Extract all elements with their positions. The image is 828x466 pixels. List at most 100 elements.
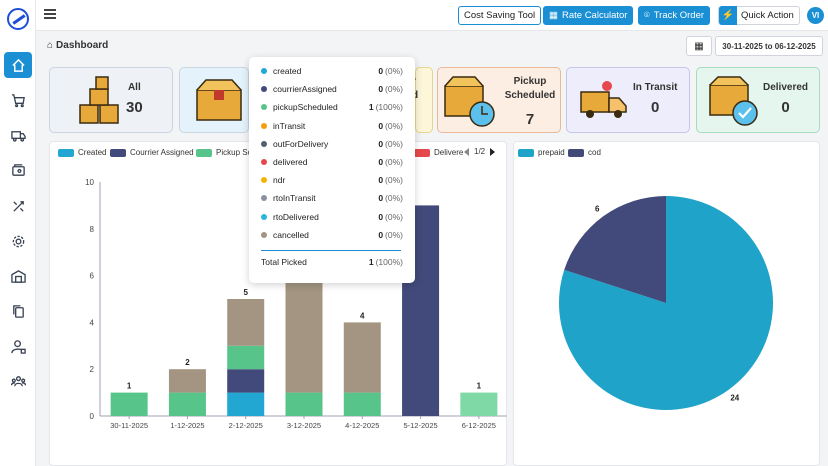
rate-calculator-button[interactable]: ▦ Rate Calculator bbox=[543, 6, 634, 25]
calendar-icon[interactable]: ▦ bbox=[686, 36, 712, 56]
tooltip-count: 0 bbox=[378, 138, 384, 149]
stat-card-pickup-scheduled[interactable]: Pickup Scheduled 7 bbox=[437, 67, 561, 133]
y-tick-label: 6 bbox=[90, 272, 95, 281]
tooltip-status: rtoInTransit bbox=[273, 193, 316, 204]
calculator-icon: ▦ bbox=[549, 10, 558, 21]
logo-icon[interactable] bbox=[7, 8, 29, 30]
tooltip-dot bbox=[261, 159, 267, 165]
bar-segment bbox=[285, 392, 323, 416]
menu-icon[interactable] bbox=[44, 9, 56, 19]
y-tick-label: 10 bbox=[85, 178, 94, 187]
card-value: 0 bbox=[651, 99, 660, 116]
nav-truck-icon[interactable] bbox=[4, 122, 32, 148]
bar-total-label: 4 bbox=[360, 311, 365, 320]
nav-cart-icon[interactable] bbox=[4, 87, 32, 113]
nav-copy-icon[interactable] bbox=[4, 298, 32, 324]
legend-item-courrier-assigned[interactable]: Courrier Assigned bbox=[110, 148, 194, 157]
card-label: All bbox=[127, 82, 141, 93]
nav-wallet-icon[interactable] bbox=[4, 157, 32, 183]
nav-warehouse-icon[interactable] bbox=[4, 263, 32, 289]
tooltip-row: delivered 0 (0%) bbox=[261, 155, 403, 169]
legend-prev-icon[interactable] bbox=[464, 147, 469, 156]
avatar[interactable]: VI bbox=[807, 7, 824, 24]
legend-label: Courrier Assigned bbox=[130, 148, 194, 157]
box-icon bbox=[196, 79, 242, 121]
breadcrumb: ⌂ Dashboard bbox=[47, 40, 108, 51]
tooltip-total-pct: (100%) bbox=[375, 257, 403, 267]
tooltip-dot bbox=[261, 177, 267, 184]
quick-action-button[interactable]: ⚡ Quick Action bbox=[718, 6, 800, 25]
tooltip-status: courrierAssigned bbox=[273, 84, 337, 95]
legend-item-delivered[interactable]: Delivere bbox=[414, 148, 463, 157]
tooltip-count: 0 bbox=[378, 193, 384, 204]
y-tick-label: 8 bbox=[90, 225, 95, 234]
bar-segment bbox=[168, 369, 206, 393]
legend-swatch bbox=[110, 148, 126, 157]
track-order-label: Track Order bbox=[653, 10, 705, 21]
tooltip-status: delivered bbox=[273, 157, 308, 167]
pie-slice-cod[interactable] bbox=[564, 196, 666, 303]
stat-card-courier-assigned[interactable]: r d bbox=[412, 67, 433, 133]
tooltip-row: ndr 0 (0%) bbox=[261, 173, 403, 187]
bar-segment bbox=[227, 299, 265, 346]
card-value: 30 bbox=[126, 99, 143, 116]
x-tick-label: 5-12-2025 bbox=[403, 421, 437, 430]
cost-saving-button[interactable]: Cost Saving Tool bbox=[458, 6, 542, 25]
tooltip-dot bbox=[261, 122, 267, 129]
tooltip-status: rtoDelivered bbox=[273, 211, 319, 222]
bar-segment bbox=[227, 369, 265, 393]
location-pin-icon: ⌾ bbox=[644, 10, 650, 21]
stat-card-created[interactable] bbox=[179, 67, 249, 133]
date-range-picker[interactable]: 30-11-2025 to 06-12-2025 bbox=[715, 36, 823, 56]
legend-item-pickup[interactable]: Pickup Sc bbox=[196, 148, 252, 157]
pie-data-label: 6 bbox=[595, 204, 600, 213]
legend-item-cod[interactable]: cod bbox=[568, 148, 601, 157]
y-tick-label: 2 bbox=[90, 365, 95, 374]
bar-segment bbox=[343, 322, 381, 393]
stat-card-delivered[interactable]: Delivered 0 bbox=[696, 67, 820, 133]
tooltip-row: inTransit 0 (0%) bbox=[261, 119, 403, 133]
nav-user-lock-icon[interactable] bbox=[4, 333, 32, 359]
legend-swatch bbox=[414, 148, 430, 157]
nav-team-icon[interactable] bbox=[4, 368, 32, 394]
tooltip-count: 0 bbox=[378, 211, 384, 222]
tooltip-count: 0 bbox=[378, 175, 384, 186]
legend-page: 1/2 bbox=[474, 147, 486, 156]
rate-calculator-label: Rate Calculator bbox=[561, 10, 628, 21]
track-order-button[interactable]: ⌾ Track Order bbox=[638, 6, 711, 25]
x-tick-label: 2-12-2025 bbox=[229, 421, 263, 430]
legend-swatch bbox=[58, 148, 74, 157]
bar-total-label: 2 bbox=[185, 358, 190, 367]
lightning-icon: ⚡ bbox=[719, 6, 737, 25]
tooltip-pct: (0%) bbox=[385, 175, 403, 186]
tooltip-pct: (0%) bbox=[385, 84, 403, 95]
tooltip-row: rtoInTransit 0 (0%) bbox=[261, 191, 403, 205]
legend-label: Created bbox=[78, 148, 107, 157]
bar-segment bbox=[110, 392, 148, 416]
stat-card-all[interactable]: All 30 bbox=[49, 67, 173, 133]
legend-next-icon[interactable] bbox=[490, 147, 496, 156]
top-bar: Cost Saving Tool ▦ Rate Calculator ⌾ Tra… bbox=[36, 0, 828, 31]
tooltip-pct: (0%) bbox=[385, 157, 403, 167]
tooltip-divider bbox=[261, 250, 401, 251]
card-label-fragment: d bbox=[412, 90, 419, 101]
nav-dashboard-icon[interactable] bbox=[4, 52, 32, 78]
tooltip-pct: (0%) bbox=[385, 120, 403, 131]
legend-item-prepaid[interactable]: prepaid bbox=[518, 148, 565, 157]
tooltip-row: outForDelivery 0 (0%) bbox=[261, 137, 403, 151]
card-label: Delivered bbox=[763, 82, 809, 93]
bar-segment bbox=[227, 392, 265, 416]
tooltip-total-row: Total Picked 1 (100%) bbox=[261, 255, 403, 269]
tooltip-row: cancelled 0 (0%) bbox=[261, 228, 403, 242]
tooltip-count: 0 bbox=[378, 66, 384, 76]
legend-label: Delivere bbox=[434, 148, 464, 157]
legend-swatch bbox=[196, 148, 212, 157]
bar-segment bbox=[460, 392, 498, 416]
sidebar bbox=[0, 0, 36, 466]
stat-card-in-transit[interactable]: In Transit 0 bbox=[566, 67, 690, 133]
legend-item-created[interactable]: Created bbox=[58, 148, 106, 157]
nav-settings-icon[interactable] bbox=[4, 228, 32, 254]
nav-tools-icon[interactable] bbox=[4, 193, 32, 219]
bar-segment bbox=[343, 392, 381, 416]
